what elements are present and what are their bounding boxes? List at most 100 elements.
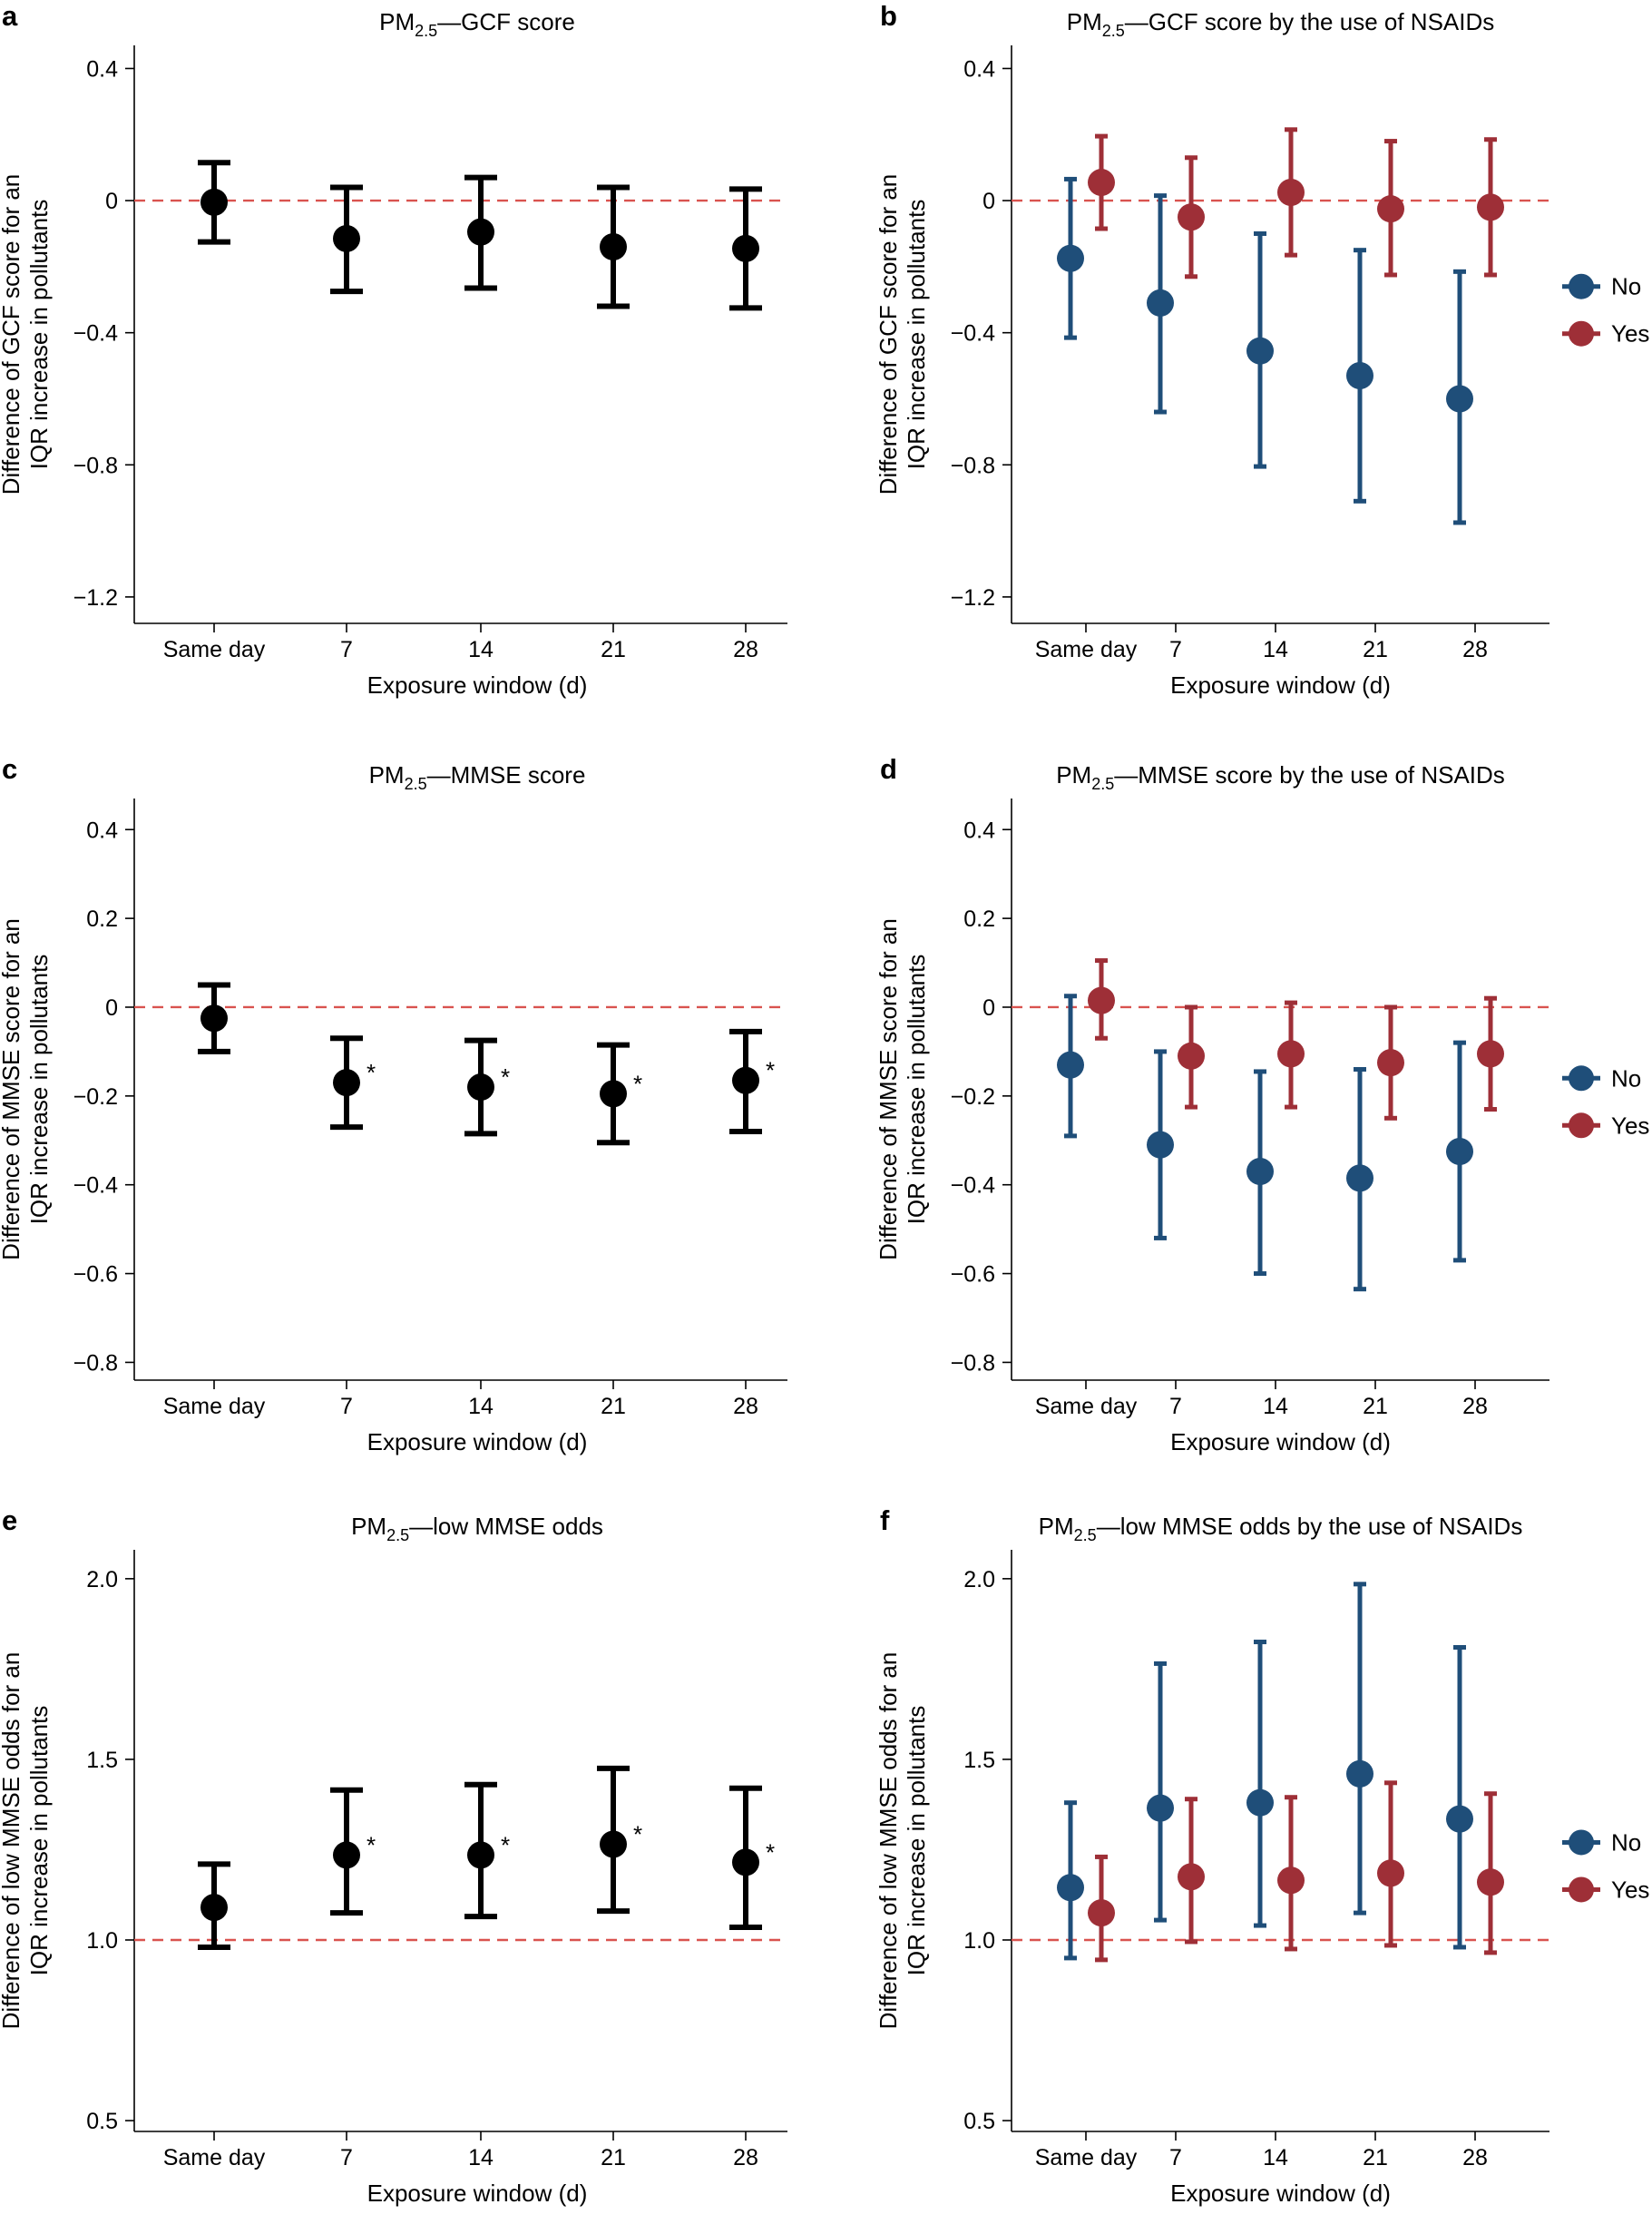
point-estimate (1246, 1158, 1274, 1186)
x-tick-label: 7 (340, 1394, 353, 1419)
legend-marker (1569, 1065, 1594, 1092)
point-estimate (1088, 169, 1115, 197)
y-tick-label: −0.8 (73, 453, 118, 478)
point-estimate (200, 1894, 228, 1922)
x-tick-label: Same day (1035, 637, 1138, 662)
panel-c: c PM2.5—MMSE score 0.4 0.2 0 −0.2 −0.4 −0.6 −0.8… (0, 753, 787, 1455)
panel-letter: d (880, 753, 897, 785)
point-estimate (1246, 337, 1274, 365)
x-tick-label: 7 (1169, 1394, 1182, 1419)
point-estimate (600, 1830, 627, 1858)
significance-marker: * (501, 1063, 510, 1091)
y-tick-label: 2.0 (86, 1567, 118, 1592)
legend-label: No (1611, 273, 1641, 300)
point-estimate (1446, 385, 1473, 413)
legend-marker (1569, 1829, 1594, 1856)
panel-title: PM2.5—GCF score by the use of NSAIDs (1067, 8, 1495, 40)
panel-title: PM2.5—low MMSE odds by the use of NSAIDs (1039, 1513, 1523, 1544)
point-estimate (1346, 1164, 1373, 1192)
point-estimate (1477, 1040, 1504, 1068)
x-tick-label: 28 (733, 2145, 758, 2170)
y-tick-label: −0.4 (73, 321, 118, 347)
x-tick-label: 14 (468, 637, 494, 662)
significance-marker: * (501, 1831, 510, 1858)
y-tick-label: 1.0 (963, 1928, 995, 1954)
y-axis-label: Difference of MMSE score for anIQR incre… (875, 918, 930, 1260)
legend-label: No (1611, 1828, 1641, 1856)
point-estimate (600, 1080, 627, 1108)
x-tick-label: 7 (1169, 2145, 1182, 2170)
point-estimate (1377, 195, 1404, 223)
x-axis-label: Exposure window (d) (1170, 671, 1391, 699)
point-estimate (333, 1069, 360, 1097)
y-tick-label: 0.2 (963, 906, 995, 932)
significance-marker: * (367, 1831, 376, 1858)
x-tick-label: 21 (601, 637, 626, 662)
y-tick-label: 0 (982, 189, 995, 214)
panel-f: f PM2.5—low MMSE odds by the use of NSAID… (875, 1504, 1649, 2207)
y-axis-label: Difference of low MMSE odds for anIQR in… (875, 1652, 930, 2030)
legend-marker (1569, 273, 1594, 299)
y-tick-label: 0.2 (86, 906, 118, 932)
y-tick-label: −1.2 (73, 585, 118, 611)
significance-marker: * (633, 1070, 642, 1097)
x-axis-label: Exposure window (d) (367, 1428, 588, 1455)
y-tick-label: 2.0 (963, 1567, 995, 1592)
point-estimate (1377, 1859, 1404, 1887)
x-tick-label: Same day (1035, 1394, 1138, 1419)
legend-item-yes: Yes (1562, 1876, 1649, 1903)
x-tick-label: Same day (163, 637, 266, 662)
point-estimate (1178, 1863, 1205, 1891)
y-tick-label: 0 (105, 995, 118, 1021)
x-tick-label: 14 (468, 1394, 494, 1419)
y-tick-label: −0.8 (73, 1350, 118, 1376)
x-tick-label: 7 (340, 637, 353, 662)
point-estimate (1057, 244, 1084, 272)
y-axis-label: Difference of MMSE score for anIQR incre… (0, 918, 53, 1260)
significance-marker: * (633, 1820, 642, 1847)
x-tick-label: 7 (1169, 637, 1182, 662)
point-estimate (200, 1004, 228, 1033)
y-tick-label: −0.8 (951, 453, 995, 478)
point-estimate (1477, 193, 1504, 221)
x-axis-label: Exposure window (d) (1170, 1428, 1391, 1455)
point-estimate (732, 234, 759, 262)
point-estimate (1377, 1049, 1404, 1077)
panel-letter: f (880, 1504, 890, 1536)
y-tick-label: 1.5 (86, 1748, 118, 1773)
point-estimate (732, 1066, 759, 1094)
panel-letter: e (2, 1504, 17, 1536)
point-estimate (1057, 1874, 1084, 1902)
y-tick-label: 0 (105, 189, 118, 214)
legend-item-no: No (1562, 1064, 1641, 1092)
x-axis-label: Exposure window (d) (1170, 2180, 1391, 2207)
x-tick-label: 28 (1462, 1394, 1488, 1419)
x-axis-label: Exposure window (d) (367, 671, 588, 699)
x-tick-label: 28 (733, 1394, 758, 1419)
y-tick-label: −0.4 (951, 321, 995, 347)
panel-e: e PM2.5—low MMSE odds 2.0 1.5 1.0 0.5 Same day… (0, 1504, 787, 2207)
significance-marker: * (367, 1059, 376, 1086)
point-estimate (600, 233, 627, 261)
y-tick-label: −0.4 (951, 1173, 995, 1199)
y-tick-label: −0.8 (951, 1350, 995, 1376)
x-tick-label: Same day (1035, 2145, 1138, 2170)
point-estimate (200, 188, 228, 216)
point-estimate (1277, 1040, 1305, 1068)
legend-item-yes: Yes (1562, 1112, 1649, 1139)
panel-letter: c (2, 753, 17, 785)
panel-title: PM2.5—MMSE score (369, 761, 586, 793)
point-estimate (1057, 1051, 1084, 1079)
point-estimate (1346, 1759, 1373, 1788)
panel-a: a PM2.5—GCF score 0.4 0 −0.4 −0.8 −1.2 Same day… (0, 0, 787, 699)
y-tick-label: 0 (982, 995, 995, 1021)
point-estimate (1277, 178, 1305, 206)
x-tick-label: 21 (601, 1394, 626, 1419)
x-tick-label: 14 (468, 2145, 494, 2170)
point-estimate (732, 1848, 759, 1876)
panel-title: PM2.5—low MMSE odds (351, 1513, 603, 1544)
point-estimate (467, 218, 494, 246)
legend-item-no: No (1562, 1828, 1641, 1856)
point-estimate (1147, 1794, 1174, 1822)
